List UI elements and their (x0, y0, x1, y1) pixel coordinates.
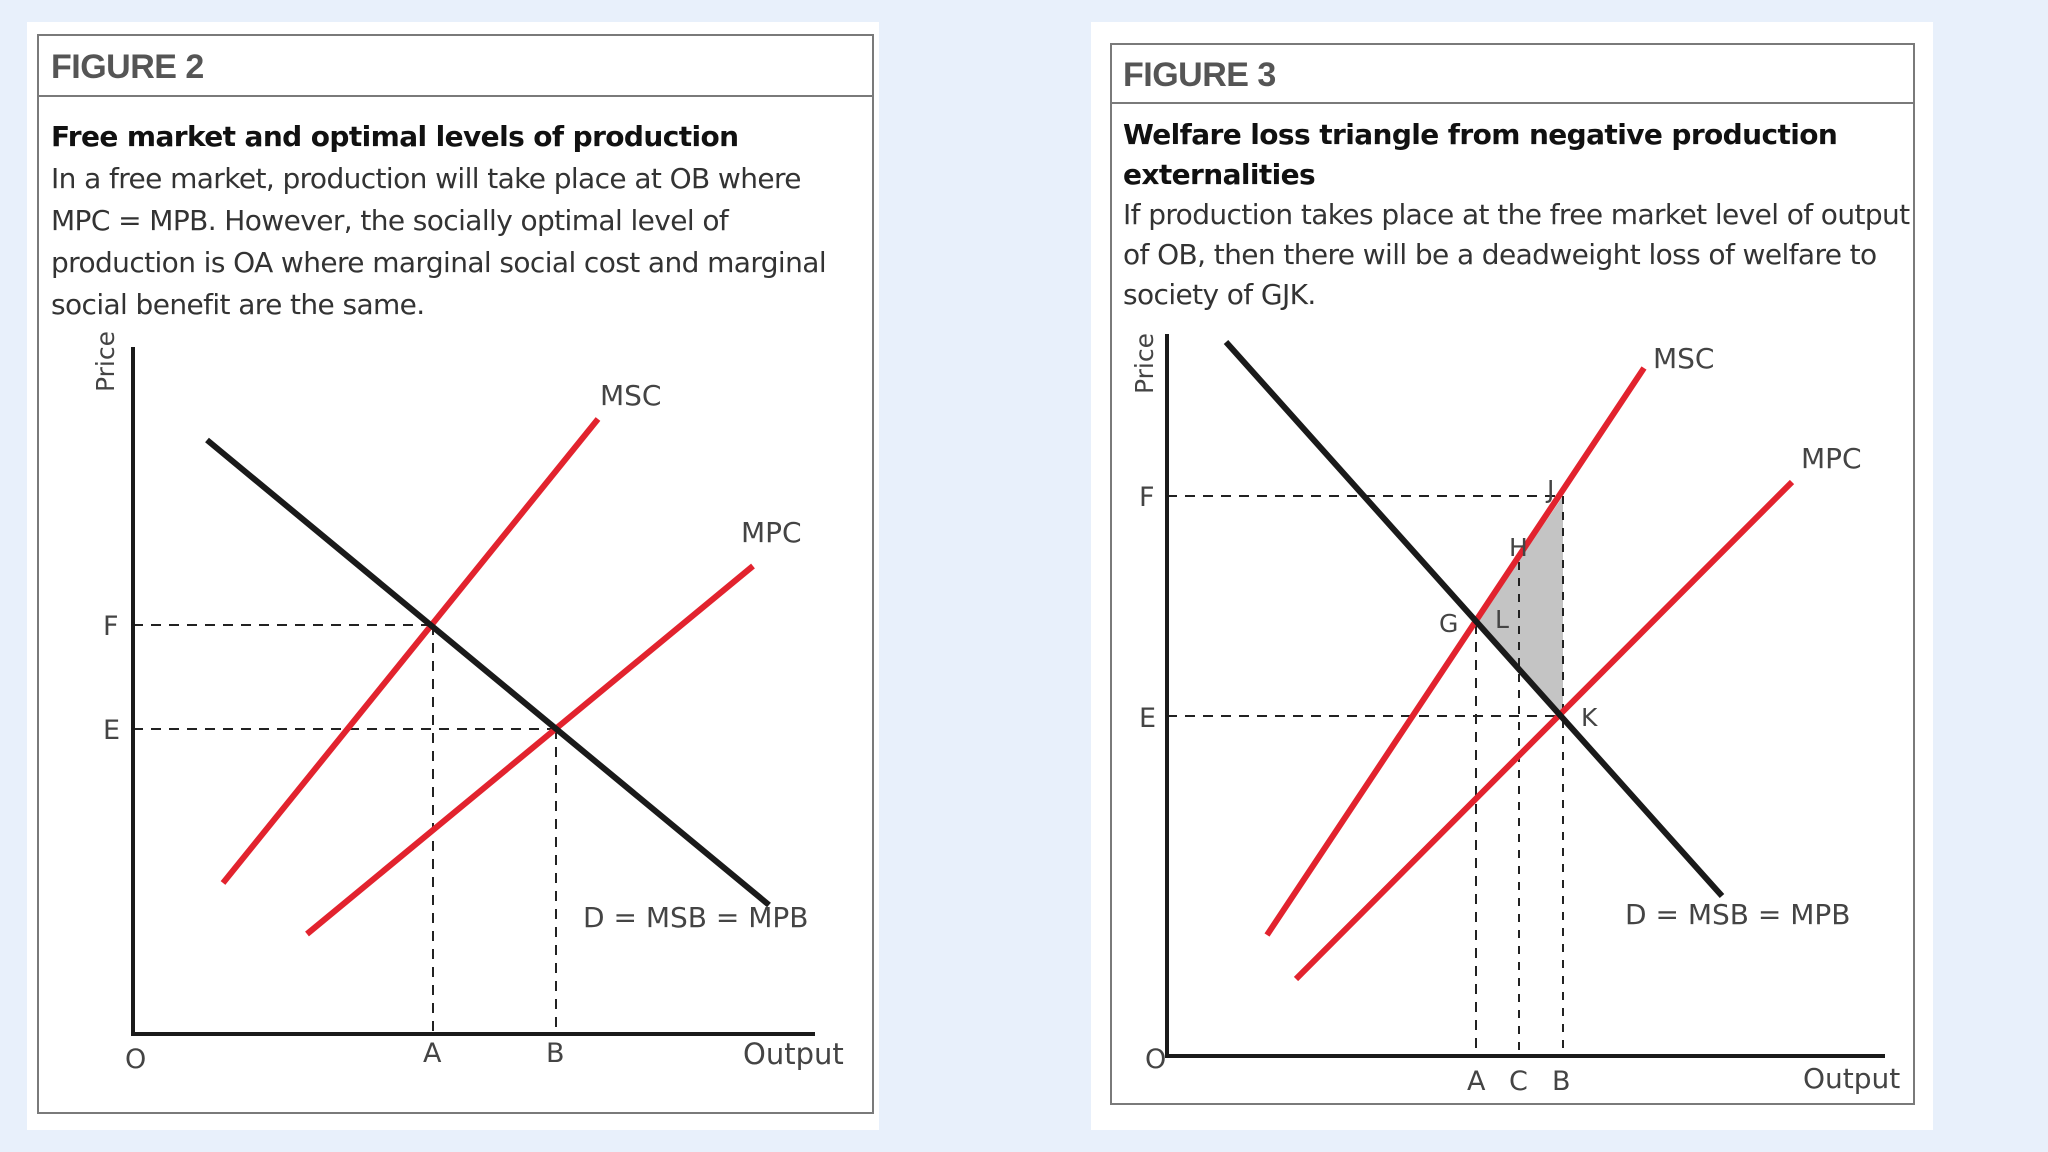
demand-label: D = MSB = MPB (583, 901, 808, 934)
figure-3-body: If production takes place at the free ma… (1123, 198, 1910, 311)
msc-curve (1264, 366, 1647, 937)
figure-2-card: FIGURE 2 Free market and optimal levels … (27, 22, 879, 1130)
mpc-label: MPC (741, 516, 802, 549)
price-e-label: E (1139, 703, 1156, 734)
figure-2-diagram: Price Output O MSC MPC D = MSB = MPB F E… (91, 331, 844, 1075)
figure-3-caption: Welfare loss triangle from negative prod… (1123, 115, 1913, 315)
price-f-label: F (1139, 482, 1155, 513)
figure-2-frame: FIGURE 2 Free market and optimal levels … (37, 34, 874, 1114)
figure-3-heading: Welfare loss triangle from negative prod… (1123, 118, 1838, 191)
welfare-loss-triangle (1476, 496, 1563, 716)
figure-2-body: In a free market, production will take p… (51, 162, 827, 321)
origin-label: O (1145, 1044, 1166, 1075)
figure-3-diagram: Price Output O MSC MPC D = MSB = MPB F E… (1130, 333, 1900, 1097)
mpc-curve (1293, 479, 1795, 982)
quantity-a-label: A (1467, 1066, 1486, 1097)
x-axis-label: Output (743, 1037, 844, 1071)
msc-label: MSC (1653, 342, 1714, 375)
point-k-label: K (1581, 703, 1598, 732)
y-axis-label: Price (91, 331, 120, 392)
demand-curve (205, 437, 771, 908)
x-axis-label: Output (1803, 1062, 1900, 1095)
quantity-b-label: B (546, 1038, 565, 1069)
price-e-label: E (103, 715, 120, 746)
figure-3-frame: FIGURE 3 Welfare loss triangle from nega… (1110, 43, 1915, 1105)
mpc-label: MPC (1801, 442, 1862, 475)
y-axis-label: Price (1130, 333, 1159, 394)
figure-3-title: FIGURE 3 (1112, 45, 1913, 104)
figure-3-card: FIGURE 3 Welfare loss triangle from nega… (1091, 22, 1933, 1130)
quantity-b-label: B (1552, 1066, 1571, 1097)
mpc-curve (305, 563, 755, 937)
quantity-c-label: C (1509, 1066, 1528, 1097)
msc-curve (220, 417, 601, 885)
point-l-label: L (1495, 605, 1509, 634)
point-j-label: J (1545, 475, 1554, 504)
figure-2-heading: Free market and optimal levels of produc… (51, 120, 739, 153)
origin-label: O (125, 1044, 146, 1075)
quantity-a-label: A (423, 1038, 442, 1069)
demand-label: D = MSB = MPB (1625, 898, 1850, 931)
point-h-label: H (1509, 533, 1528, 562)
point-g-label: G (1439, 609, 1458, 638)
figure-2-title: FIGURE 2 (39, 36, 872, 97)
msc-label: MSC (600, 379, 661, 412)
price-f-label: F (103, 611, 119, 642)
demand-curve (1223, 339, 1725, 899)
figure-2-caption: Free market and optimal levels of produc… (51, 116, 866, 326)
